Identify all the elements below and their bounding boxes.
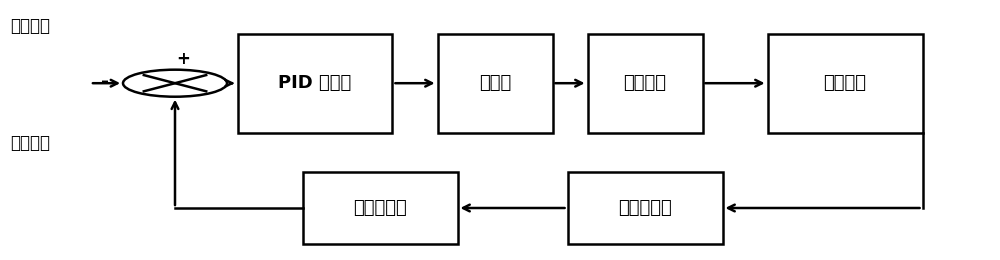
Text: 压力传感器: 压力传感器 — [618, 199, 672, 217]
Text: +: + — [176, 50, 190, 68]
Text: 压力反馈: 压力反馈 — [10, 134, 50, 152]
Text: -: - — [101, 72, 109, 91]
Text: 水泵电机: 水泵电机 — [624, 74, 666, 92]
Text: 变频器: 变频器 — [479, 74, 511, 92]
Text: PID 控制器: PID 控制器 — [278, 74, 352, 92]
Text: 供水管网: 供水管网 — [824, 74, 866, 92]
Text: 压力变送器: 压力变送器 — [353, 199, 407, 217]
Text: 压力设定: 压力设定 — [10, 17, 50, 35]
FancyBboxPatch shape — [238, 34, 392, 133]
FancyBboxPatch shape — [568, 172, 722, 244]
FancyBboxPatch shape — [588, 34, 702, 133]
FancyBboxPatch shape — [438, 34, 552, 133]
FancyBboxPatch shape — [302, 172, 458, 244]
FancyBboxPatch shape — [768, 34, 922, 133]
Circle shape — [123, 70, 227, 97]
